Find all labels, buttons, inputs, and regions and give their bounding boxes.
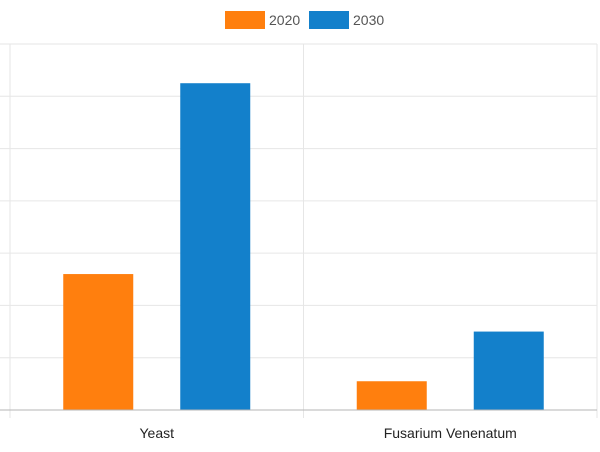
bar-2030-1 [473,331,544,410]
legend-swatch-2020[interactable] [225,11,265,29]
bars [63,83,544,410]
x-tick-label: Yeast [139,425,174,441]
legend-label-2030[interactable]: 2030 [353,12,384,28]
bar-2020-0 [63,274,134,410]
axes [0,44,597,418]
bar-2030-0 [180,83,251,410]
legend-label-2020[interactable]: 2020 [269,12,300,28]
legend-swatch-2030[interactable] [309,11,349,29]
bar-2020-1 [356,381,427,410]
legend: 2020 2030 [225,11,384,29]
x-tick-label: Fusarium Venenatum [384,425,517,441]
x-tick-labels: Yeast Fusarium Venenatum [139,425,516,441]
